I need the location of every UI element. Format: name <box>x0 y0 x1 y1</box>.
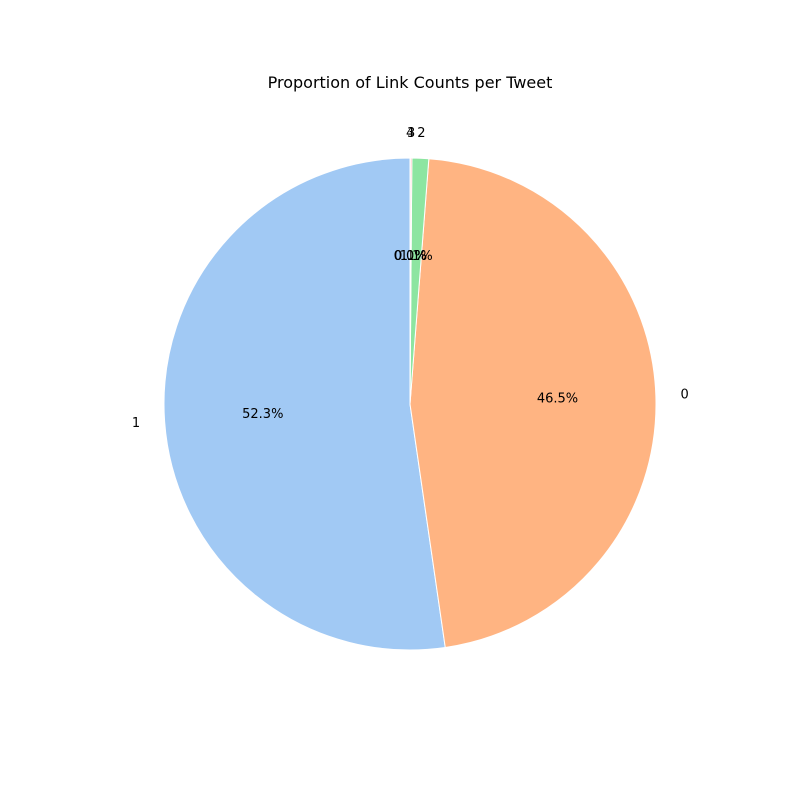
slice-label-1: 1 <box>132 416 140 431</box>
slice-label-4: 4 <box>406 126 414 141</box>
pie-slices <box>163 157 657 651</box>
slice-pct-2: 1.1% <box>400 249 433 264</box>
slice-label-2: 2 <box>417 126 425 141</box>
pie-labels: 1 52.3% 0 46.5% 2 1.1% 3 0.1% 4 0.0% <box>132 126 689 431</box>
slice-pct-4: 0.0% <box>394 249 427 264</box>
pie-slice-1 <box>163 157 446 651</box>
slice-label-3: 3 <box>407 126 415 141</box>
pie-slice-0 <box>409 158 657 649</box>
slice-pct-1: 52.3% <box>242 407 283 422</box>
chart-title: Proportion of Link Counts per Tweet <box>268 73 553 92</box>
slice-label-0: 0 <box>680 387 688 402</box>
slice-pct-3: 0.1% <box>394 249 427 264</box>
slice-pct-0: 46.5% <box>537 392 578 407</box>
